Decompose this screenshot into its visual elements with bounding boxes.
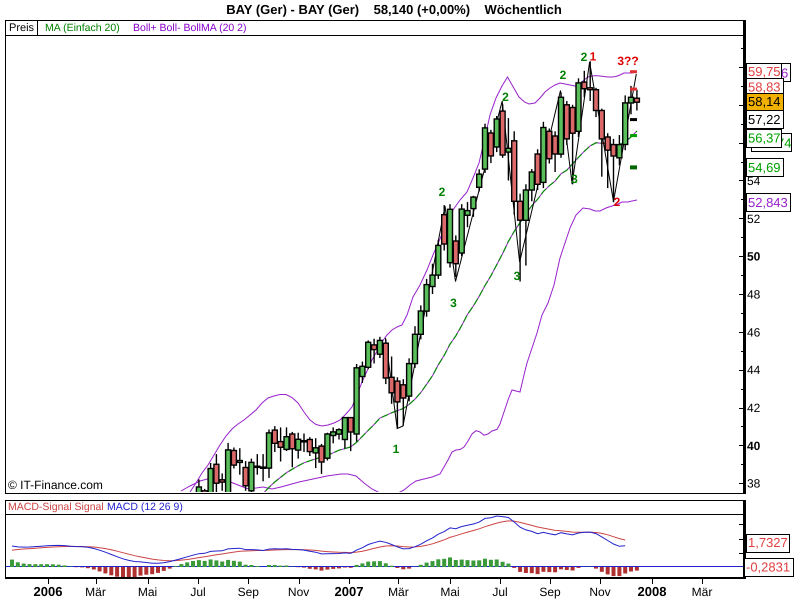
svg-text:Boll+ Boll- BollMA (20 2): Boll+ Boll- BollMA (20 2) bbox=[133, 22, 247, 34]
svg-text:Mai: Mai bbox=[440, 585, 459, 599]
svg-text:MACD-Signal Signal: MACD-Signal Signal bbox=[8, 501, 104, 513]
svg-text:Nov: Nov bbox=[589, 585, 610, 599]
svg-text:Jul: Jul bbox=[492, 585, 507, 599]
svg-text:© IT-Finance.com: © IT-Finance.com bbox=[8, 478, 103, 492]
svg-text:3: 3 bbox=[450, 296, 457, 310]
svg-text:Nov: Nov bbox=[288, 585, 309, 599]
svg-text:54,69: 54,69 bbox=[748, 160, 781, 175]
svg-text:2: 2 bbox=[581, 50, 588, 64]
svg-text:58,14: 58,14 bbox=[748, 94, 781, 109]
svg-text:38: 38 bbox=[747, 477, 761, 491]
svg-text:2007: 2007 bbox=[335, 584, 364, 599]
svg-text:Sep: Sep bbox=[238, 585, 260, 599]
svg-text:56,37: 56,37 bbox=[748, 130, 781, 145]
svg-text:MA (Einfach 20): MA (Einfach 20) bbox=[45, 22, 120, 34]
svg-text:Mär: Mär bbox=[388, 585, 409, 599]
svg-text:2: 2 bbox=[502, 90, 509, 104]
svg-text:Sep: Sep bbox=[539, 585, 561, 599]
svg-text:3: 3 bbox=[571, 172, 578, 186]
svg-text:MACD (12 26 9): MACD (12 26 9) bbox=[107, 501, 183, 513]
svg-text:52: 52 bbox=[747, 212, 761, 226]
svg-text:2008: 2008 bbox=[638, 584, 667, 599]
svg-text:46: 46 bbox=[747, 325, 761, 339]
svg-text:1: 1 bbox=[590, 50, 597, 64]
svg-text:-0,2831: -0,2831 bbox=[746, 560, 790, 575]
svg-text:3??: 3?? bbox=[617, 54, 638, 68]
svg-text:Jul: Jul bbox=[190, 585, 205, 599]
svg-text:1: 1 bbox=[393, 442, 400, 456]
svg-text:40: 40 bbox=[747, 439, 761, 453]
svg-text:44: 44 bbox=[747, 363, 761, 377]
svg-text:Preis: Preis bbox=[9, 22, 35, 34]
svg-text:2: 2 bbox=[560, 68, 567, 82]
svg-text:BAY (Ger) - BAY (Ger) 58,14: BAY (Ger) - BAY (Ger) 58,140 (+0,00%) Wö… bbox=[226, 2, 562, 17]
svg-text:3: 3 bbox=[514, 269, 521, 283]
svg-text:1,7327: 1,7327 bbox=[748, 535, 788, 550]
svg-text:59,75: 59,75 bbox=[748, 64, 781, 79]
svg-text:48: 48 bbox=[747, 288, 761, 302]
svg-text:2006: 2006 bbox=[34, 584, 63, 599]
svg-text:50: 50 bbox=[747, 250, 761, 264]
svg-text:2: 2 bbox=[614, 195, 621, 209]
svg-text:Mai: Mai bbox=[138, 585, 157, 599]
svg-text:Mär: Mär bbox=[85, 585, 106, 599]
svg-text:57,22: 57,22 bbox=[748, 112, 781, 127]
svg-text:2: 2 bbox=[439, 185, 446, 199]
svg-text:52,843: 52,843 bbox=[748, 195, 788, 210]
svg-text:42: 42 bbox=[747, 401, 761, 415]
svg-text:Mär: Mär bbox=[692, 585, 713, 599]
svg-text:58,83: 58,83 bbox=[748, 79, 781, 94]
